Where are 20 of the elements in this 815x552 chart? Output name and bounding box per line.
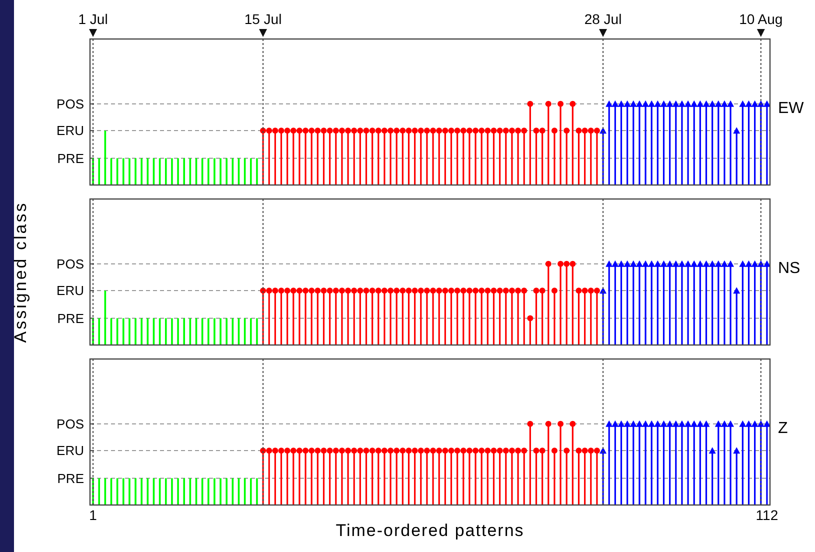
ref-line-label: PRE <box>57 310 84 326</box>
chart-title: Z <box>778 420 788 438</box>
ref-line-label: 10 Aug <box>739 11 783 27</box>
ref-line-label: PRE <box>57 470 84 486</box>
ref-line-label: POS <box>56 416 84 432</box>
ref-line-label: 1 Jul <box>78 11 108 27</box>
x-tick-label: 1 <box>89 507 98 523</box>
ref-line-label: POS <box>56 96 84 112</box>
ref-line-label: 28 Jul <box>584 11 622 27</box>
ref-line-label: 15 Jul <box>244 11 282 27</box>
x-axis-title: Time-ordered patterns <box>336 521 524 540</box>
ref-line-label: POS <box>56 256 84 272</box>
ref-line-label: ERU <box>56 283 84 298</box>
chart-title: NS <box>778 260 800 278</box>
x-tick-label: 112 <box>756 507 778 523</box>
ref-line-label: PRE <box>57 150 84 166</box>
y-axis-title: Assigned class <box>11 201 30 343</box>
ref-line-label: ERU <box>56 123 84 138</box>
chart-title: EW <box>778 100 805 118</box>
ref-line-label: ERU <box>56 443 84 458</box>
